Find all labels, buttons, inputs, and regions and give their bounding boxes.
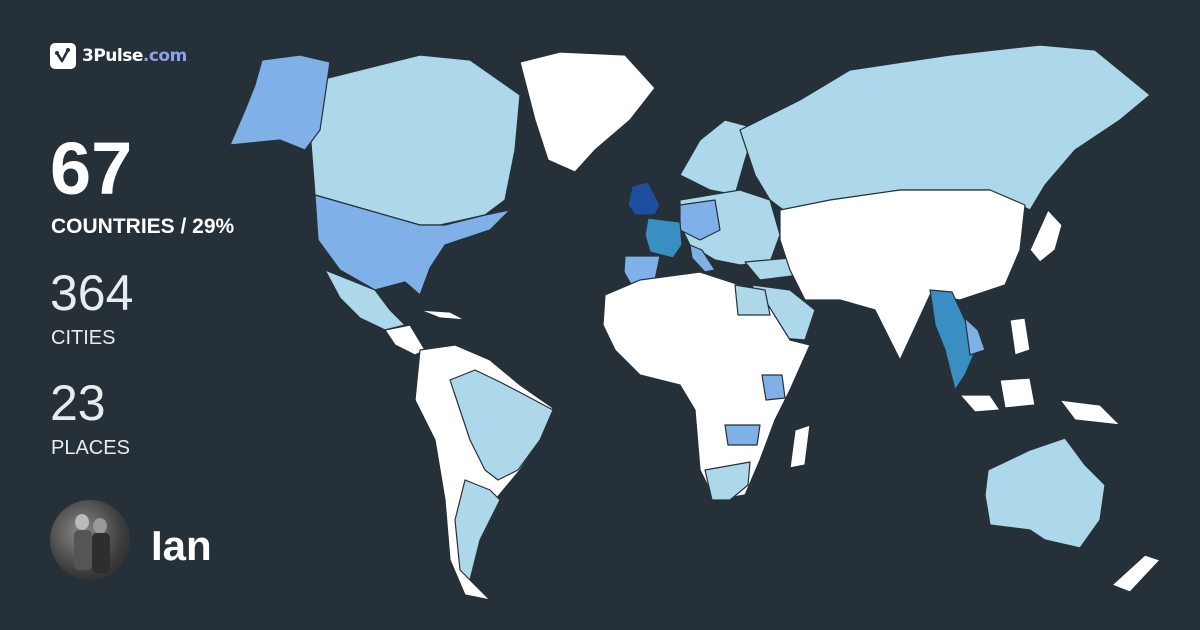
region-new-zealand[interactable] xyxy=(1111,554,1161,593)
countries-count: 67 xyxy=(50,127,133,210)
region-france[interactable] xyxy=(644,217,683,259)
cities-label: CITIES xyxy=(51,327,116,349)
avatar[interactable] xyxy=(50,500,130,580)
user-name: Ian xyxy=(151,522,212,569)
region-canada[interactable] xyxy=(309,54,521,226)
region-brazil[interactable] xyxy=(449,369,554,481)
region-asia[interactable] xyxy=(779,189,1026,361)
countries-label: COUNTRIES / 29% xyxy=(51,215,235,238)
region-philippines[interactable] xyxy=(1009,317,1031,356)
region-madagascar[interactable] xyxy=(789,424,811,469)
region-central-america[interactable] xyxy=(384,324,426,356)
region-new-guinea[interactable] xyxy=(1059,399,1121,426)
region-south-africa[interactable] xyxy=(704,461,751,501)
region-alaska[interactable] xyxy=(229,54,331,151)
region-africa[interactable] xyxy=(602,271,811,501)
region-argentina[interactable] xyxy=(454,479,501,581)
places-count: 23 xyxy=(50,375,106,431)
region-usa[interactable] xyxy=(314,194,511,296)
region-italy[interactable] xyxy=(689,244,716,273)
places-label: PLACES xyxy=(51,437,130,459)
region-vietnam[interactable] xyxy=(964,317,986,356)
region-kenya[interactable] xyxy=(761,374,786,401)
region-japan[interactable] xyxy=(1029,209,1063,263)
region-cuba[interactable] xyxy=(419,309,466,321)
brand-logo[interactable]: 3Pulse.com xyxy=(50,43,187,69)
region-greenland[interactable] xyxy=(519,51,656,173)
region-australia[interactable] xyxy=(984,437,1106,549)
region-zambia[interactable] xyxy=(724,424,761,446)
region-southeast-asia[interactable] xyxy=(929,289,979,391)
region-uk[interactable] xyxy=(627,181,661,216)
region-indonesia[interactable] xyxy=(959,394,1001,413)
pulse-check-icon xyxy=(50,43,76,69)
brand-name: 3Pulse.com xyxy=(82,46,187,66)
cities-count: 364 xyxy=(50,265,134,321)
region-borneo[interactable] xyxy=(999,377,1036,409)
region-egypt[interactable] xyxy=(734,284,771,316)
